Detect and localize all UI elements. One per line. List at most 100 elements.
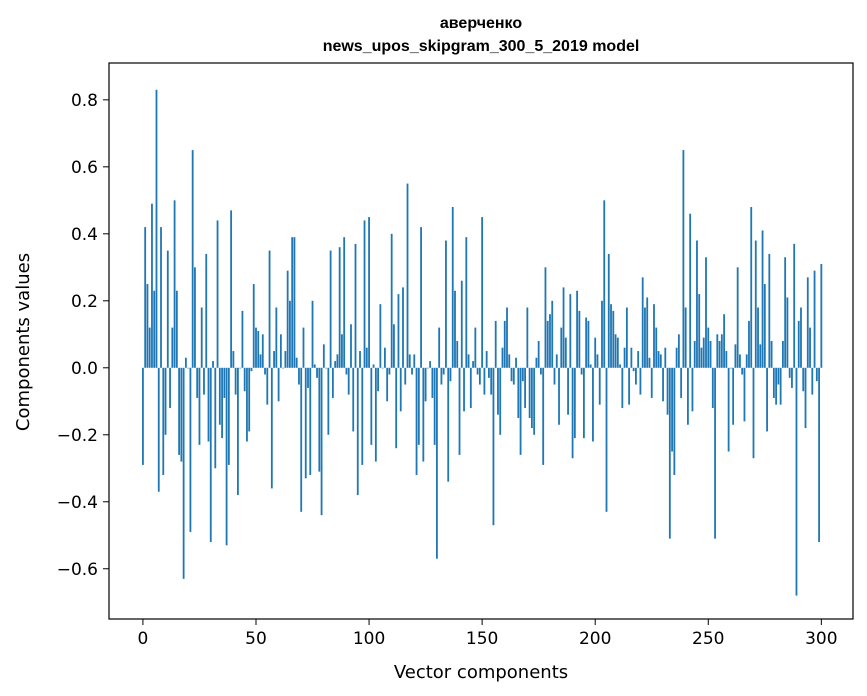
- bar-38: [227, 367, 230, 465]
- bar-5: [153, 290, 156, 368]
- bar-182: [553, 367, 556, 385]
- bar-227: [655, 327, 658, 368]
- bar-35: [221, 367, 223, 439]
- bar-277: [768, 253, 771, 368]
- bar-223: [646, 297, 649, 368]
- bar-145: [469, 367, 472, 408]
- bar-55: [266, 367, 269, 405]
- y-tick-label: 0.2: [71, 292, 98, 312]
- bar-25: [198, 367, 201, 445]
- bar-149: [478, 367, 481, 385]
- bar-3: [148, 327, 151, 368]
- bar-248: [702, 337, 705, 368]
- y-tick-label: 0.6: [71, 158, 98, 178]
- bar-70: [300, 367, 303, 512]
- bar-110: [390, 233, 393, 368]
- bar-97: [361, 367, 364, 465]
- bar-210: [616, 337, 619, 368]
- bar-235: [673, 367, 676, 475]
- bar-116: [404, 367, 407, 385]
- bar-174: [535, 357, 538, 368]
- bar-242: [689, 213, 692, 368]
- bar-39: [230, 210, 233, 368]
- bar-285: [786, 297, 789, 368]
- bar-260: [729, 367, 732, 369]
- bar-247: [700, 347, 703, 368]
- bar-202: [598, 367, 601, 405]
- bar-50: [255, 327, 257, 368]
- bar-40: [232, 351, 235, 368]
- bar-136: [449, 367, 452, 382]
- bar-8: [160, 227, 162, 368]
- bar-86: [336, 354, 339, 368]
- bar-154: [490, 367, 493, 395]
- bar-80: [322, 344, 325, 368]
- bar-300: [820, 263, 823, 368]
- bar-14: [173, 200, 176, 368]
- bar-268: [748, 320, 750, 368]
- bar-74: [309, 367, 312, 475]
- bar-237: [677, 334, 680, 368]
- bar-138: [454, 290, 456, 368]
- bar-233: [668, 367, 671, 539]
- bar-9: [162, 367, 165, 475]
- bar-173: [533, 367, 536, 435]
- bar-125: [424, 367, 427, 402]
- x-axis-label: Vector components: [394, 662, 568, 683]
- y-tick-label: 0.8: [71, 91, 98, 111]
- bar-155: [492, 367, 495, 526]
- bar-77: [316, 367, 318, 378]
- bar-26: [200, 307, 203, 368]
- y-tick-label: −0.6: [57, 560, 98, 580]
- x-axis-ticks: 0 50 100 150 200 250 300: [138, 619, 838, 649]
- bar-199: [592, 367, 594, 442]
- bar-139: [456, 341, 459, 368]
- bar-297: [813, 270, 816, 368]
- bar-218: [635, 367, 637, 385]
- bar-68: [295, 357, 298, 368]
- bar-156: [494, 320, 497, 368]
- bar-217: [632, 367, 635, 372]
- bar-117: [406, 183, 409, 368]
- bar-186: [562, 287, 565, 368]
- bar-215: [628, 367, 631, 405]
- bar-252: [711, 367, 714, 408]
- bar-112: [395, 367, 398, 449]
- y-tick-label: −0.2: [57, 426, 98, 446]
- bar-220: [639, 367, 642, 395]
- x-tick-label: 300: [805, 629, 837, 649]
- plot-frame: [108, 62, 854, 620]
- bar-208: [612, 310, 615, 368]
- bar-224: [648, 357, 651, 368]
- bar-157: [497, 367, 499, 415]
- bar-63: [284, 351, 287, 368]
- bar-134: [445, 240, 447, 368]
- bar-1: [144, 227, 147, 368]
- bar-249: [705, 257, 707, 368]
- x-tick-label: 50: [245, 629, 267, 649]
- bar-232: [666, 367, 669, 415]
- bar-271: [754, 240, 757, 368]
- x-tick-label: 0: [138, 629, 149, 649]
- bar-172: [530, 367, 533, 429]
- bar-28: [205, 253, 208, 368]
- bar-294: [806, 277, 809, 368]
- bar-102: [372, 364, 375, 368]
- bar-104: [377, 367, 380, 392]
- bar-146: [472, 361, 474, 368]
- bar-36: [223, 367, 226, 398]
- bar-91: [347, 367, 350, 395]
- bar-23: [194, 267, 196, 368]
- bar-92: [350, 324, 352, 368]
- bar-200: [594, 337, 597, 368]
- bar-93: [352, 367, 355, 432]
- bar-33: [216, 220, 219, 368]
- bar-267: [745, 354, 748, 368]
- bar-298: [815, 367, 818, 382]
- bar-275: [763, 284, 766, 368]
- bar-123: [420, 227, 422, 368]
- bar-52: [259, 354, 262, 368]
- bar-177: [542, 367, 545, 465]
- bar-144: [467, 354, 470, 368]
- bar-48: [250, 367, 253, 372]
